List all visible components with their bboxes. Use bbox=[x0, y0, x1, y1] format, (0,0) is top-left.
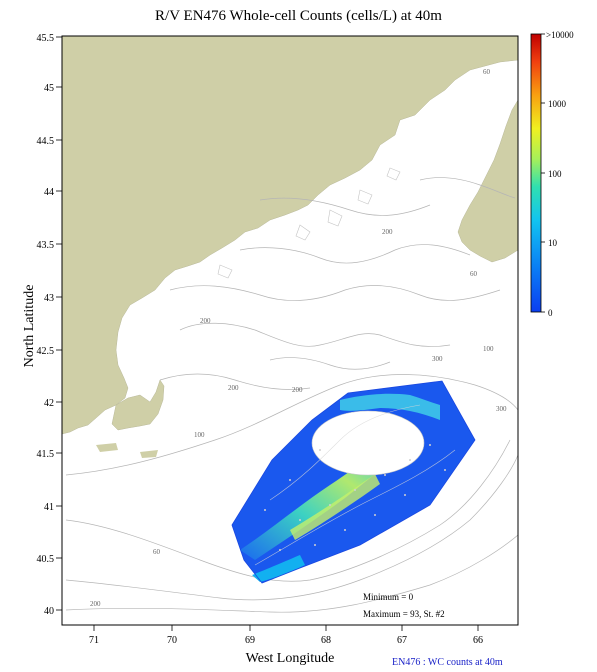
contour-label-10: 100 bbox=[483, 345, 494, 353]
lon-tick-67: 67 bbox=[397, 635, 407, 646]
x-axis-label: West Longitude bbox=[245, 651, 335, 666]
land-mainland bbox=[62, 36, 518, 435]
land-cape-cod bbox=[111, 379, 165, 431]
contour-label-6: 100 bbox=[194, 431, 205, 439]
lon-tick-68: 68 bbox=[321, 635, 331, 646]
contour-label-7: 300 bbox=[432, 355, 443, 363]
lon-tick-labels: 71 70 69 68 67 66 bbox=[89, 635, 483, 646]
contour-label-1: 60 bbox=[483, 68, 491, 76]
lon-tick-66: 66 bbox=[473, 635, 483, 646]
contour-label-4: 60 bbox=[470, 270, 478, 278]
lat-tick-43: 43 bbox=[44, 293, 54, 304]
axis-tick-marks bbox=[56, 36, 479, 631]
contour-label-2: 200 bbox=[382, 228, 393, 236]
lat-tick-42-5: 42.5 bbox=[37, 346, 55, 357]
colorbar-label-1000: 1000 bbox=[548, 99, 567, 109]
contour-label-12: 200 bbox=[90, 600, 101, 608]
lat-tick-44: 44 bbox=[44, 187, 54, 198]
survey-contour-overlay bbox=[254, 404, 456, 566]
land-nova-scotia bbox=[457, 99, 518, 263]
contour-label-8: 300 bbox=[496, 405, 507, 413]
colorbar-label-0: 0 bbox=[548, 308, 553, 318]
map-frame-border bbox=[61, 35, 519, 626]
lat-tick-45: 45 bbox=[44, 83, 54, 94]
lat-tick-40: 40 bbox=[44, 606, 54, 617]
lat-tick-40-5: 40.5 bbox=[37, 554, 55, 565]
lat-tick-41-5: 41.5 bbox=[37, 449, 55, 460]
contour-label-9: 200 bbox=[292, 386, 303, 394]
lat-tick-42: 42 bbox=[44, 398, 54, 409]
lat-tick-41: 41 bbox=[44, 502, 54, 513]
contour-labels: 60 200 200 60 200 100 300 300 200 100 60… bbox=[90, 68, 507, 608]
lat-tick-44-5: 44.5 bbox=[37, 136, 55, 147]
chart-title: R/V EN476 Whole-cell Counts (cells/L) at… bbox=[155, 8, 442, 24]
lon-tick-69: 69 bbox=[245, 635, 255, 646]
survey-heat-field bbox=[231, 380, 476, 584]
lat-tick-45-5: 45.5 bbox=[37, 33, 55, 44]
lon-tick-70: 70 bbox=[167, 635, 177, 646]
land-nantucket bbox=[140, 450, 158, 458]
contour-label-5: 200 bbox=[228, 384, 239, 392]
footnote-caption: EN476 : WC counts at 40m bbox=[392, 657, 503, 668]
contour-label-11: 60 bbox=[153, 548, 161, 556]
colorbar-gradient bbox=[530, 33, 542, 313]
contour-label-3: 200 bbox=[200, 317, 211, 325]
bathymetry-contours bbox=[65, 177, 518, 613]
station-markers bbox=[264, 444, 446, 551]
y-axis-label: North Latitude bbox=[22, 284, 37, 368]
maximum-stat: Maximum = 93, St. #2 bbox=[363, 609, 445, 619]
colorbar-label-10: 10 bbox=[548, 238, 558, 248]
lat-tick-labels: 45.5 45 44.5 44 43.5 43 42.5 42 41.5 41 … bbox=[37, 33, 55, 617]
lon-tick-71: 71 bbox=[89, 635, 99, 646]
colorbar-label-100: 100 bbox=[548, 169, 562, 179]
lat-tick-43-5: 43.5 bbox=[37, 240, 55, 251]
colorbar-label-max: >10000 bbox=[546, 30, 574, 40]
land-marthas-vineyard bbox=[96, 443, 118, 452]
minimum-stat: Minimum = 0 bbox=[363, 592, 414, 602]
colorbar: >10000 1000 100 10 0 bbox=[530, 30, 574, 318]
coastal-island-outlines bbox=[217, 167, 401, 279]
